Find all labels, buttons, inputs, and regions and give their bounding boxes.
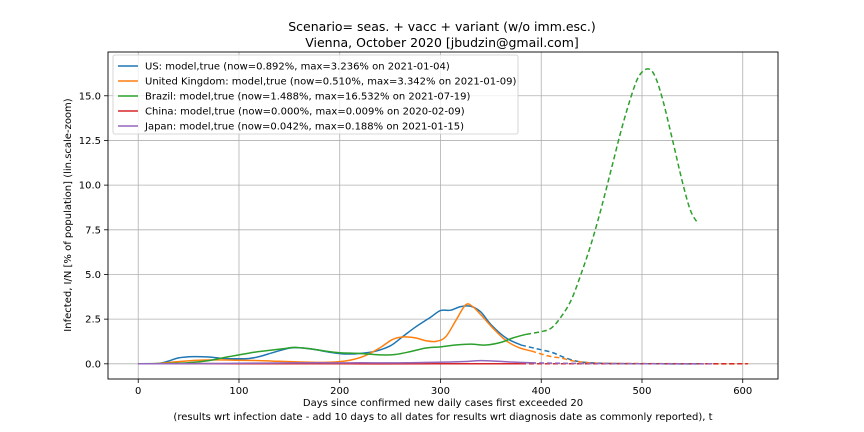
series-line-model bbox=[138, 359, 532, 365]
series-2 bbox=[138, 68, 699, 365]
plot-area bbox=[138, 68, 749, 365]
y-axis-label: Infected, I/N [% of population] (lin.sca… bbox=[63, 98, 74, 331]
series-line-projection bbox=[531, 361, 713, 365]
y-tick-label: 10.0 bbox=[79, 181, 101, 192]
legend-label: Brazil: model,true (now=1.488%, max=16.5… bbox=[145, 92, 470, 103]
series-line-model bbox=[138, 303, 532, 365]
x-tick-label: 500 bbox=[632, 386, 651, 397]
x-tick-label: 400 bbox=[532, 386, 551, 397]
x-tick-label: 200 bbox=[330, 386, 349, 397]
series-line-model bbox=[138, 305, 522, 365]
chart-title: Scenario= seas. + vacc + variant (w/o im… bbox=[288, 19, 596, 34]
legend: US: model,true (now=0.892%, max=3.236% o… bbox=[112, 54, 519, 135]
chart-subtitle: Vienna, October 2020 [jbudzin@gmail.com] bbox=[305, 35, 579, 50]
legend-label: US: model,true (now=0.892%, max=3.236% o… bbox=[145, 62, 450, 73]
x-axis-label: Days since confirmed new daily cases fir… bbox=[303, 398, 583, 409]
legend-label: United Kingdom: model,true (now=0.510%, … bbox=[145, 77, 516, 88]
y-tick-label: 2.5 bbox=[85, 315, 101, 326]
legend-entry: China: model,true (now=0.000%, max=0.009… bbox=[118, 107, 465, 118]
legend-box bbox=[112, 54, 519, 135]
series-line-model bbox=[138, 333, 527, 365]
x-tick-label: 100 bbox=[229, 386, 248, 397]
y-tick-label: 12.5 bbox=[79, 136, 101, 147]
series-1 bbox=[138, 303, 749, 365]
legend-entry: Brazil: model,true (now=1.488%, max=16.5… bbox=[118, 92, 470, 103]
x-tick-label: 0 bbox=[135, 386, 141, 397]
series-line-projection bbox=[525, 68, 699, 336]
y-tick-label: 5.0 bbox=[85, 270, 101, 281]
legend-label: China: model,true (now=0.000%, max=0.009… bbox=[145, 107, 465, 118]
axes-frame bbox=[107, 51, 779, 380]
ticks: 0 100 200 300 400 500 600 0.0 2.5 5.0 7.5 10.0 12.5 1… bbox=[79, 91, 753, 397]
series-0 bbox=[138, 305, 703, 365]
legend-entry: US: model,true (now=0.892%, max=3.236% o… bbox=[118, 62, 450, 73]
x-tick-label: 600 bbox=[733, 386, 752, 397]
legend-entry: United Kingdom: model,true (now=0.510%, … bbox=[118, 77, 516, 88]
y-tick-label: 0.0 bbox=[85, 359, 101, 370]
series-4 bbox=[138, 359, 713, 365]
series-line-projection bbox=[520, 344, 703, 365]
x-axis-label-note: (results wrt infection date - add 10 day… bbox=[173, 412, 712, 423]
y-tick-label: 7.5 bbox=[85, 225, 101, 236]
y-tick-label: 15.0 bbox=[79, 91, 101, 102]
legend-label: Japan: model,true (now=0.042%, max=0.188… bbox=[144, 122, 464, 133]
x-tick-label: 300 bbox=[431, 386, 450, 397]
legend-entry: Japan: model,true (now=0.042%, max=0.188… bbox=[118, 122, 464, 133]
